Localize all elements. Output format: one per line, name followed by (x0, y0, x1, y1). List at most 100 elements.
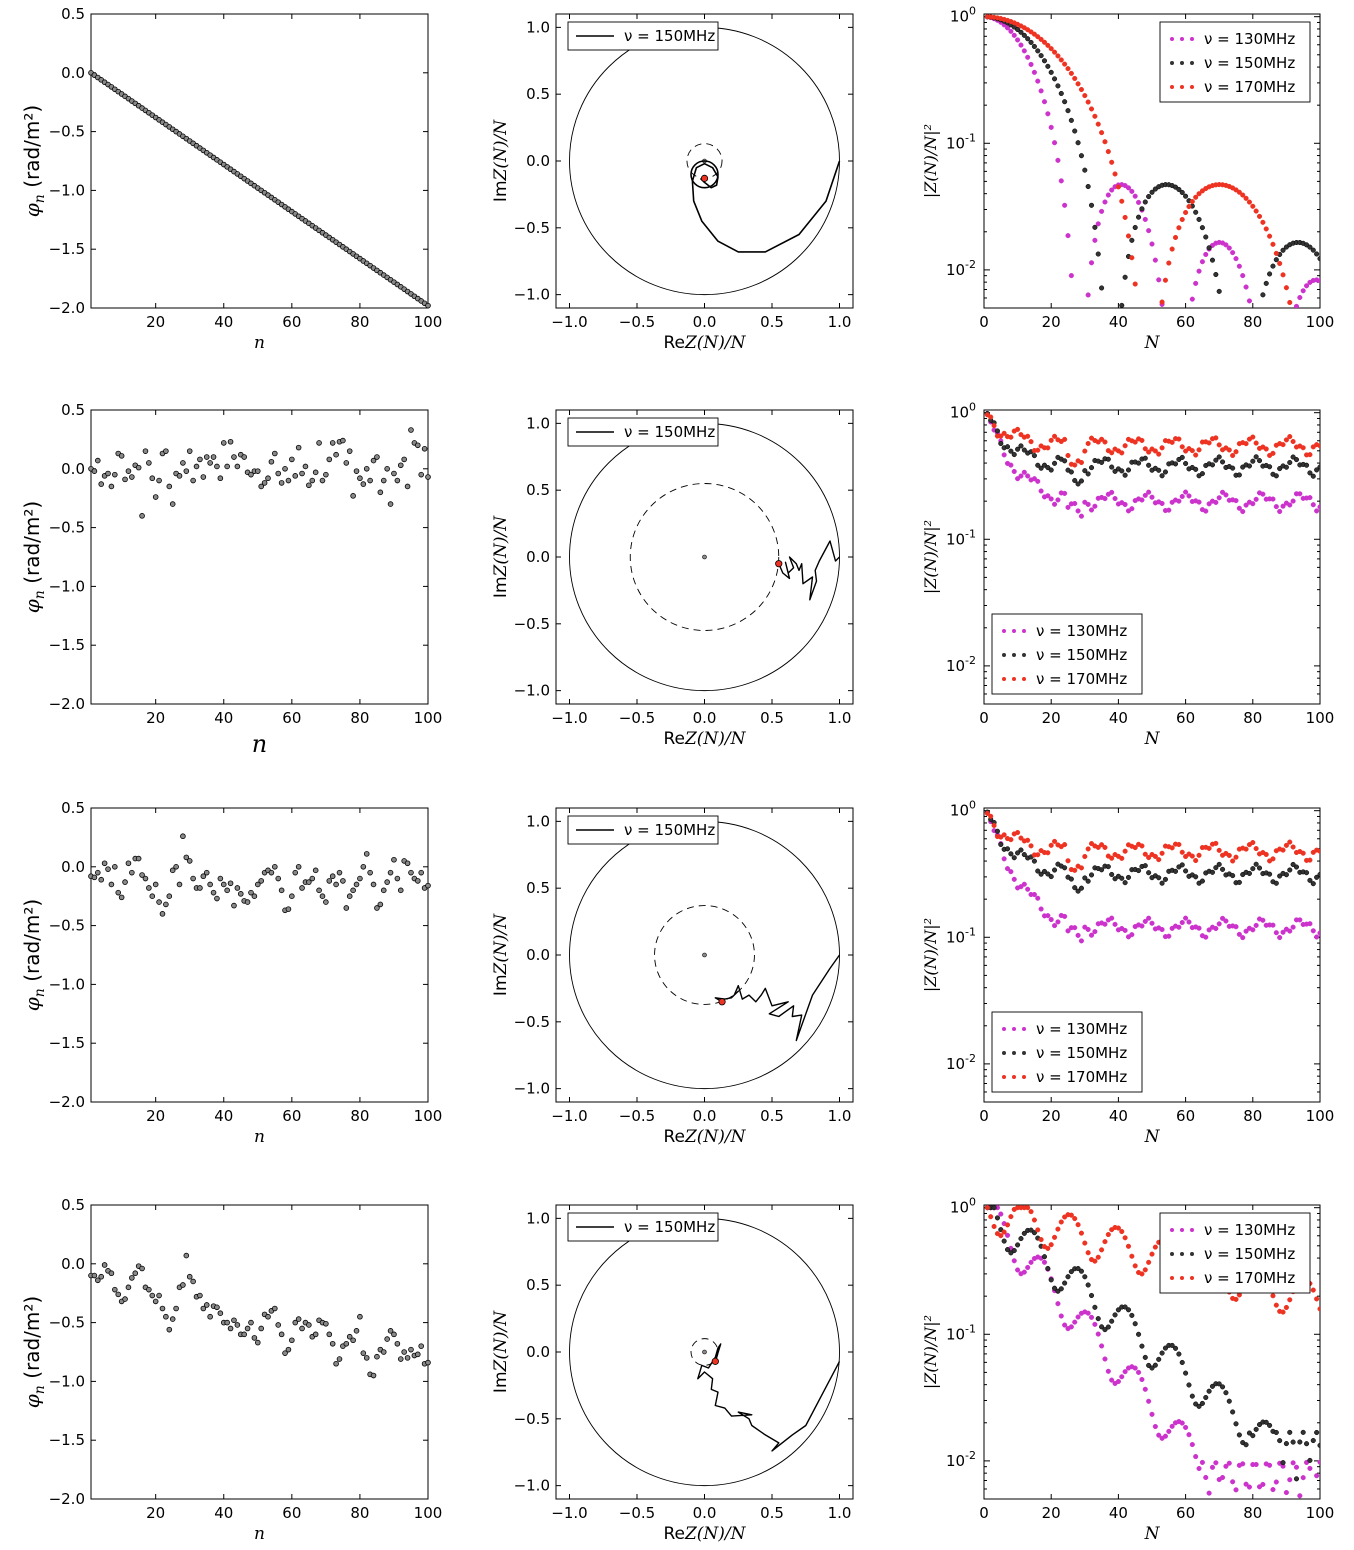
data-point (1199, 878, 1205, 884)
data-point (1018, 835, 1024, 841)
data-point (1088, 872, 1095, 878)
data-point (1206, 845, 1212, 851)
data-point (1203, 251, 1209, 258)
legend-marker (1170, 1252, 1174, 1256)
x-tick-label: 40 (214, 709, 233, 727)
y-tick-label: 100 (950, 1196, 976, 1217)
data-point (1105, 149, 1111, 155)
legend-marker (1002, 629, 1006, 633)
data-point (1062, 865, 1068, 871)
data-point (1011, 855, 1017, 861)
data-point (1176, 186, 1182, 192)
y-tick-label: 0.5 (526, 85, 550, 103)
data-point (1250, 927, 1256, 933)
data-point (1246, 870, 1252, 876)
data-point (1132, 845, 1138, 851)
data-point (1263, 226, 1269, 232)
data-point (1183, 448, 1189, 454)
y-tick-label: −1.0 (49, 1372, 85, 1390)
data-point (401, 1349, 407, 1355)
x-tick-label: 20 (146, 709, 165, 727)
data-point (1179, 189, 1185, 196)
x-tick-label: −1.0 (551, 1107, 587, 1125)
data-point (203, 1302, 210, 1308)
data-point (1075, 1222, 1081, 1228)
data-point (1213, 435, 1219, 441)
x-tick-label: 100 (414, 1107, 443, 1125)
data-point (1085, 1250, 1091, 1256)
data-point (190, 477, 196, 484)
data-point (1310, 502, 1316, 508)
data-point (1253, 846, 1259, 852)
data-point (1088, 507, 1095, 513)
data-point (1122, 848, 1128, 854)
data-point (414, 1351, 421, 1358)
y-tick-label: −1.0 (514, 682, 550, 700)
data-point (1199, 471, 1205, 477)
y-tick-label: −1.0 (49, 577, 85, 595)
data-point (1260, 292, 1266, 298)
data-point (1045, 1265, 1051, 1272)
data-point (200, 474, 207, 480)
data-point (1085, 471, 1091, 477)
legend-marker (1190, 1252, 1194, 1256)
data-point (1293, 457, 1300, 463)
phase-points (88, 1252, 431, 1379)
data-point (1159, 445, 1165, 451)
data-point (1156, 1432, 1162, 1438)
data-point (1048, 917, 1054, 923)
data-point (1132, 439, 1138, 445)
data-point (1270, 496, 1276, 502)
data-point (1025, 837, 1031, 843)
data-point (186, 448, 193, 454)
legend-label: ν = 150MHz (624, 423, 715, 441)
data-point (1277, 1438, 1283, 1444)
data-point (254, 468, 261, 474)
data-point (1199, 1400, 1205, 1406)
data-point (1216, 1381, 1222, 1387)
data-point (1230, 452, 1236, 459)
data-point (1008, 434, 1014, 440)
data-point (166, 483, 173, 490)
legend: ν = 150MHz (567, 815, 719, 845)
data-point (98, 1273, 105, 1280)
data-point (1008, 869, 1014, 875)
data-point (1273, 930, 1279, 936)
data-point (142, 875, 149, 882)
data-point (360, 481, 367, 487)
data-point (1149, 1411, 1155, 1417)
data-point (1102, 1356, 1108, 1362)
data-point (1283, 464, 1289, 470)
data-point (1213, 925, 1219, 932)
data-point (1021, 48, 1027, 54)
data-point (258, 1325, 265, 1332)
data-point (1062, 61, 1068, 67)
data-point (367, 869, 373, 876)
data-point (1075, 140, 1081, 146)
data-point (1018, 847, 1024, 853)
data-point (380, 887, 387, 894)
data-point (1075, 932, 1081, 938)
data-point (1125, 467, 1132, 473)
phase-panel-row4: 0.5 0.0 −0.5 −1.0 −1.5 −2.0 20 40 60 80 100 n φn (ra… (20, 1196, 442, 1544)
data-point (1122, 1304, 1128, 1310)
y-tick-label: 10-1 (946, 1322, 976, 1343)
end-point (775, 560, 783, 568)
data-point (1052, 923, 1058, 929)
data-point (319, 477, 326, 484)
legend-frame (1159, 1212, 1311, 1294)
data-point (994, 828, 1000, 834)
data-point (1109, 855, 1115, 861)
data-point (357, 1313, 363, 1320)
data-point (1065, 108, 1071, 114)
x-tick-label: −1.0 (551, 313, 587, 331)
data-point (1139, 206, 1145, 212)
legend-marker (1012, 629, 1016, 633)
legend-marker (1002, 653, 1006, 657)
y-tick-label: 1.0 (526, 1209, 550, 1227)
data-point (1253, 1426, 1259, 1432)
data-point (1058, 1313, 1064, 1319)
data-point (1287, 867, 1293, 873)
data-point (1300, 445, 1306, 451)
data-point (1078, 153, 1084, 159)
